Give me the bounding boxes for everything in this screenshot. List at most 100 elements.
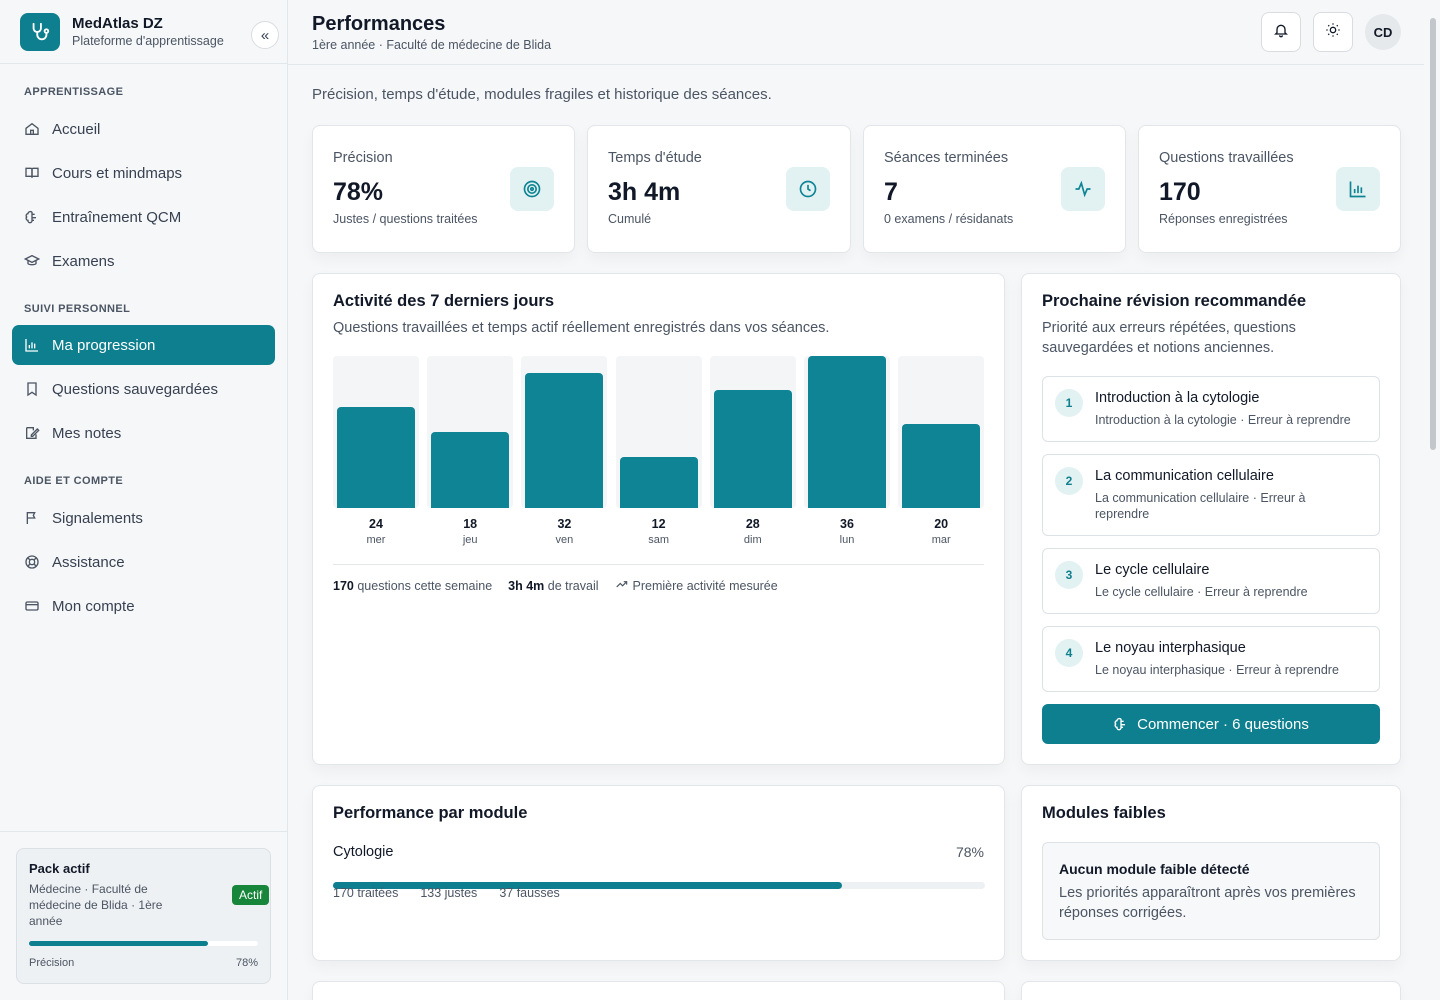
next-section-card (312, 981, 1005, 1000)
module-stat-fausses: 37 fausses (499, 886, 560, 900)
bookmark-icon (24, 381, 40, 397)
theme-toggle-button[interactable] (1313, 12, 1353, 52)
pack-title: Pack actif (29, 861, 90, 876)
kpi-card-questions: Questions travaillées 170 Réponses enreg… (1138, 125, 1401, 253)
bar-value-label: 20 (934, 517, 949, 531)
revision-item-sub: Le cycle cellulaire · Erreur à reprendre (1095, 585, 1308, 599)
sidebar-item-cours[interactable]: Cours et mindmaps (12, 153, 275, 193)
lifebuoy-icon (24, 554, 40, 570)
revision-item-number: 3 (1055, 561, 1083, 589)
revision-item[interactable]: 4 Le noyau interphasique Le noyau interp… (1042, 626, 1380, 692)
page-intro: Précision, temps d'étude, modules fragil… (312, 86, 772, 103)
kpi-note: Cumulé (608, 212, 652, 226)
revision-item-title: Le cycle cellulaire (1095, 562, 1210, 578)
bar-mar (902, 423, 981, 508)
weak-modules-empty-box: Aucun module faible détecté Les priorité… (1042, 842, 1380, 940)
bar-jeu (431, 432, 510, 508)
bar-track (804, 356, 890, 508)
revision-item-number: 4 (1055, 639, 1083, 667)
bar-value-label: 12 (651, 517, 666, 531)
bar-chart-icon (1336, 167, 1380, 211)
page-title: Performances (312, 13, 446, 35)
bar-dim (713, 389, 792, 508)
module-progress-fill (333, 882, 842, 889)
sidebar-item-assistance[interactable]: Assistance (12, 542, 275, 582)
kpi-value: 78% (333, 178, 384, 206)
revision-item-title: Introduction à la cytologie (1095, 390, 1260, 406)
section-label-aide: AIDE ET COMPTE (24, 475, 124, 487)
avatar[interactable]: CD (1365, 14, 1401, 50)
pack-progress-bar (29, 941, 258, 946)
start-revision-button[interactable]: Commencer · 6 questions (1042, 704, 1380, 744)
bar-value-label: 18 (463, 517, 478, 531)
section-label-suivi: SUIVI PERSONNEL (24, 303, 131, 315)
bell-icon (1273, 22, 1289, 43)
edit-note-icon (24, 425, 40, 441)
sidebar-item-label: Mon compte (52, 597, 135, 615)
kpi-label: Temps d'étude (608, 150, 702, 166)
kpi-label: Précision (333, 150, 393, 166)
revision-subtitle: Priorité aux erreurs répétées, questions… (1042, 320, 1296, 356)
module-stat-traitees: 170 traitées (333, 886, 399, 900)
book-icon (24, 165, 40, 181)
pack-precision-label: Précision (29, 957, 75, 969)
week-questions-value: 170 (333, 578, 354, 593)
sidebar-item-signalements[interactable]: Signalements (12, 498, 275, 538)
weak-empty-text: Les priorités apparaîtront après vos pre… (1059, 885, 1356, 921)
sidebar-item-examens[interactable]: Examens (12, 241, 275, 281)
top-bar: Performances 1ère année · Faculté de méd… (288, 0, 1424, 65)
activity-chart-card: Activité des 7 derniers jours Questions … (312, 273, 1005, 765)
module-name: Cytologie (333, 844, 394, 860)
bar-value-label: 32 (557, 517, 572, 531)
sidebar-item-sauvegardees[interactable]: Questions sauvegardées (12, 369, 275, 409)
bar-day-label: lun (839, 534, 855, 546)
scrollbar-thumb[interactable] (1430, 18, 1436, 450)
revision-item[interactable]: 2 La communication cellulaire La communi… (1042, 454, 1380, 536)
revision-item[interactable]: 3 Le cycle cellulaire Le cycle cellulair… (1042, 548, 1380, 614)
bar-chart-icon (24, 337, 40, 353)
revision-item-title: Le noyau interphasique (1095, 640, 1246, 656)
bar-track (898, 356, 985, 508)
sidebar-item-accueil[interactable]: Accueil (12, 109, 275, 149)
weak-modules-card: Modules faibles Aucun module faible déte… (1021, 785, 1401, 961)
app-subtitle: Plateforme d'apprentissage (72, 34, 224, 48)
chart-divider (333, 564, 984, 565)
notifications-button[interactable] (1261, 12, 1301, 52)
sidebar-item-label: Mes notes (52, 424, 122, 442)
sidebar-item-label: Entraînement QCM (52, 208, 182, 226)
bar-track (709, 356, 796, 508)
collapse-sidebar-button[interactable]: « (251, 21, 279, 49)
sidebar-item-qcm[interactable]: Entraînement QCM (12, 197, 275, 237)
brain-icon (24, 209, 40, 225)
sidebar-divider (0, 831, 288, 832)
bar-day-label: sam (648, 534, 669, 546)
bar-value-label: 28 (745, 517, 760, 531)
bar-mer (337, 406, 415, 508)
revision-item[interactable]: 1 Introduction à la cytologie Introducti… (1042, 376, 1380, 442)
pack-precision-value: 78% (235, 957, 258, 969)
bar-day-label: mer (366, 534, 386, 546)
page-subtitle: 1ère année · Faculté de médecine de Blid… (312, 38, 552, 52)
bar-day-label: mar (931, 534, 951, 546)
module-progress-bar (333, 882, 985, 889)
revision-item-sub: Introduction à la cytologie · Erreur à r… (1095, 413, 1351, 427)
sidebar-item-progression[interactable]: Ma progression (12, 325, 275, 365)
revision-item-sub: La communication cellulaire · Erreur à r… (1095, 491, 1306, 521)
sidebar-item-label: Assistance (52, 553, 125, 571)
status-badge: Actif (232, 885, 270, 905)
activity-subtitle: Questions travaillées et temps actif rée… (333, 320, 830, 336)
sidebar-item-compte[interactable]: Mon compte (12, 586, 275, 626)
sidebar-item-notes[interactable]: Mes notes (12, 413, 275, 453)
start-revision-label: Commencer · 6 questions (1137, 715, 1309, 733)
bar-track (427, 356, 514, 508)
kpi-card-precision: Précision 78% Justes / questions traitée… (312, 125, 575, 253)
week-time-value: 3h 4m (508, 578, 545, 593)
kpi-label: Questions travaillées (1159, 150, 1294, 166)
weak-empty-title: Aucun module faible détecté (1059, 861, 1250, 877)
kpi-value: 7 (884, 178, 898, 206)
active-pack-card: Pack actif Médecine · Faculté de médecin… (16, 848, 271, 984)
bar-sam (619, 457, 698, 508)
kpi-label: Séances terminées (884, 150, 1009, 166)
kpi-card-seances: Séances terminées 7 0 examens / résidana… (863, 125, 1126, 253)
page-scrollbar[interactable] (1426, 0, 1440, 1000)
